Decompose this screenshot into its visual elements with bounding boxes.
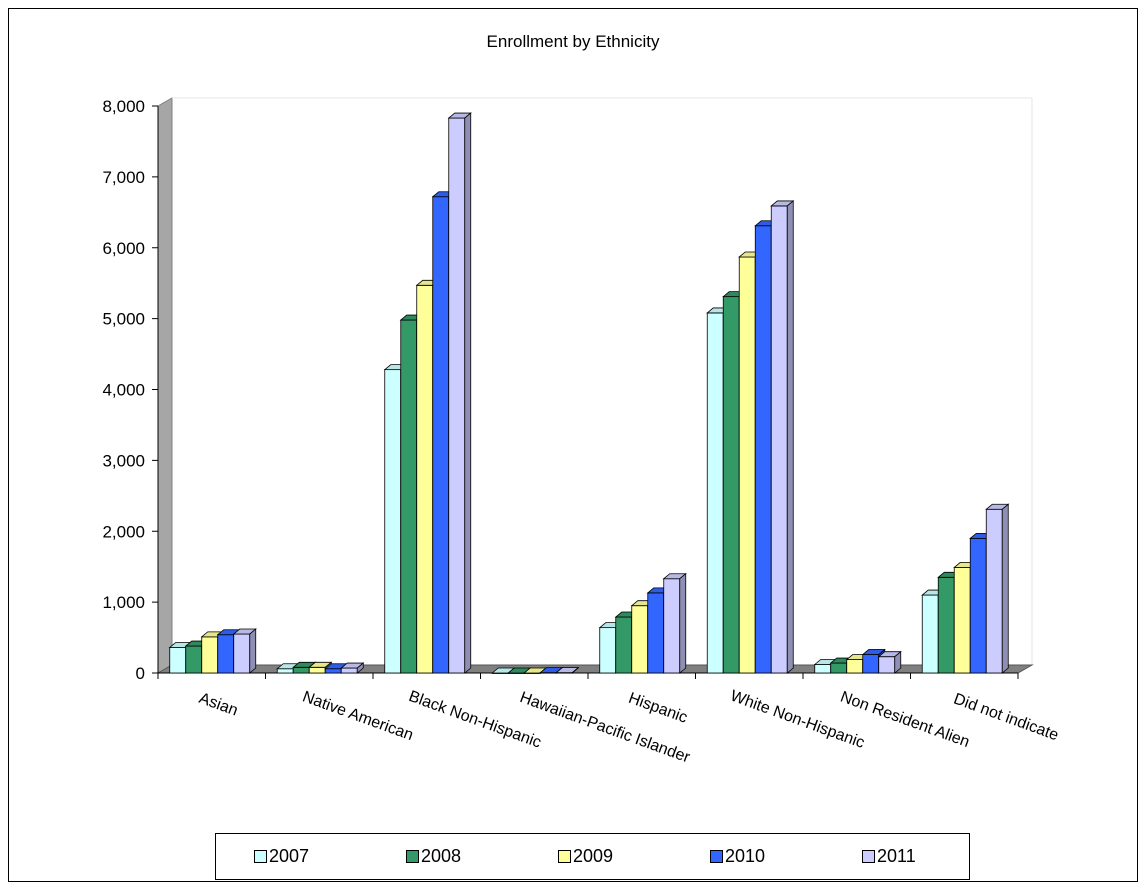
x-category-label: Hispanic (626, 690, 689, 727)
bar-side (894, 650, 902, 674)
bar-front (400, 319, 418, 674)
bar-front (276, 668, 294, 674)
legend-label: 2011 (877, 846, 916, 866)
y-tick-label: 7,000 (102, 168, 145, 187)
bar-front (448, 117, 466, 674)
bar (447, 112, 472, 674)
bar-front (722, 296, 740, 674)
bar-side (356, 662, 364, 674)
legend-item: 2008 (406, 846, 461, 867)
bar (861, 648, 886, 674)
chart-frame (8, 8, 1138, 882)
chart-title: Enrollment by Ethnicity (486, 32, 660, 51)
y-tick-label: 6,000 (102, 239, 145, 258)
bar-front (663, 578, 681, 674)
legend-label: 2008 (421, 846, 462, 866)
legend-label: 2007 (269, 846, 310, 866)
bar (491, 667, 516, 674)
bar-front (308, 666, 326, 674)
legend-label: 2010 (725, 846, 766, 866)
bar-front (233, 633, 251, 674)
y-tick-label: 5,000 (102, 310, 145, 329)
bar-front (631, 605, 649, 674)
legend-swatch (406, 850, 419, 863)
bar-front (615, 616, 633, 674)
legend-item: 2007 (254, 846, 309, 867)
legend-swatch (558, 850, 571, 863)
bar-front (985, 508, 1003, 674)
bar (877, 650, 902, 674)
bar-front (770, 205, 788, 674)
legend-label: 2009 (573, 846, 614, 866)
bar-front (969, 537, 987, 674)
bar-front (937, 576, 955, 674)
side-wall (157, 97, 173, 674)
y-tick-label: 8,000 (102, 97, 145, 116)
legend-swatch (862, 850, 875, 863)
bar-side (249, 628, 257, 674)
legend-item: 2010 (710, 846, 765, 867)
bar-front (324, 668, 342, 674)
legend-item: 2011 (862, 846, 916, 867)
bar-front (738, 256, 756, 674)
bar-front (432, 196, 450, 674)
bar-side (464, 112, 472, 674)
legend: 2007 2008 2009 2010 2011 (215, 833, 970, 880)
bar-front (201, 636, 219, 674)
bar-front (846, 659, 864, 674)
x-category-label: Native American (300, 688, 415, 744)
bar-front (830, 662, 848, 674)
bar-side (571, 666, 579, 674)
legend-swatch (254, 850, 267, 863)
bar-front (862, 654, 880, 674)
bar (340, 662, 365, 674)
bar (232, 628, 257, 674)
y-tick-label: 0 (136, 664, 145, 683)
bar (662, 572, 687, 674)
bar (555, 666, 580, 674)
bar-side (786, 200, 794, 674)
x-category-label: Asian (197, 690, 240, 720)
bar-front (754, 225, 772, 674)
y-tick-label: 4,000 (102, 381, 145, 400)
bar-front (647, 592, 665, 674)
legend-swatch (710, 850, 723, 863)
bar-front (416, 284, 434, 674)
bar-front (953, 566, 971, 674)
bar-front (217, 634, 235, 674)
y-tick-label: 1,000 (102, 593, 145, 612)
legend-item: 2009 (558, 846, 613, 867)
y-tick-label: 3,000 (102, 451, 145, 470)
chart-plot: 0 1,000 2,000 3,000 4,000 5,000 6,000 7,000 8,00… (102, 97, 1060, 767)
bar-front (878, 656, 896, 674)
bar (770, 200, 795, 674)
x-category-label: Hawaiian-Pacific Islander (517, 689, 692, 767)
bar-front (384, 369, 402, 674)
bar-front (292, 666, 310, 674)
bar-front (169, 647, 187, 674)
bar-side (1001, 503, 1009, 674)
bar-front (706, 312, 724, 674)
bar-front (340, 667, 358, 674)
bar-front (814, 664, 832, 674)
bar-front (599, 627, 617, 674)
y-tick-label: 2,000 (102, 522, 145, 541)
bar (985, 503, 1010, 674)
bar-front (921, 594, 939, 674)
bar-front (185, 645, 203, 674)
bar-side (679, 572, 687, 674)
